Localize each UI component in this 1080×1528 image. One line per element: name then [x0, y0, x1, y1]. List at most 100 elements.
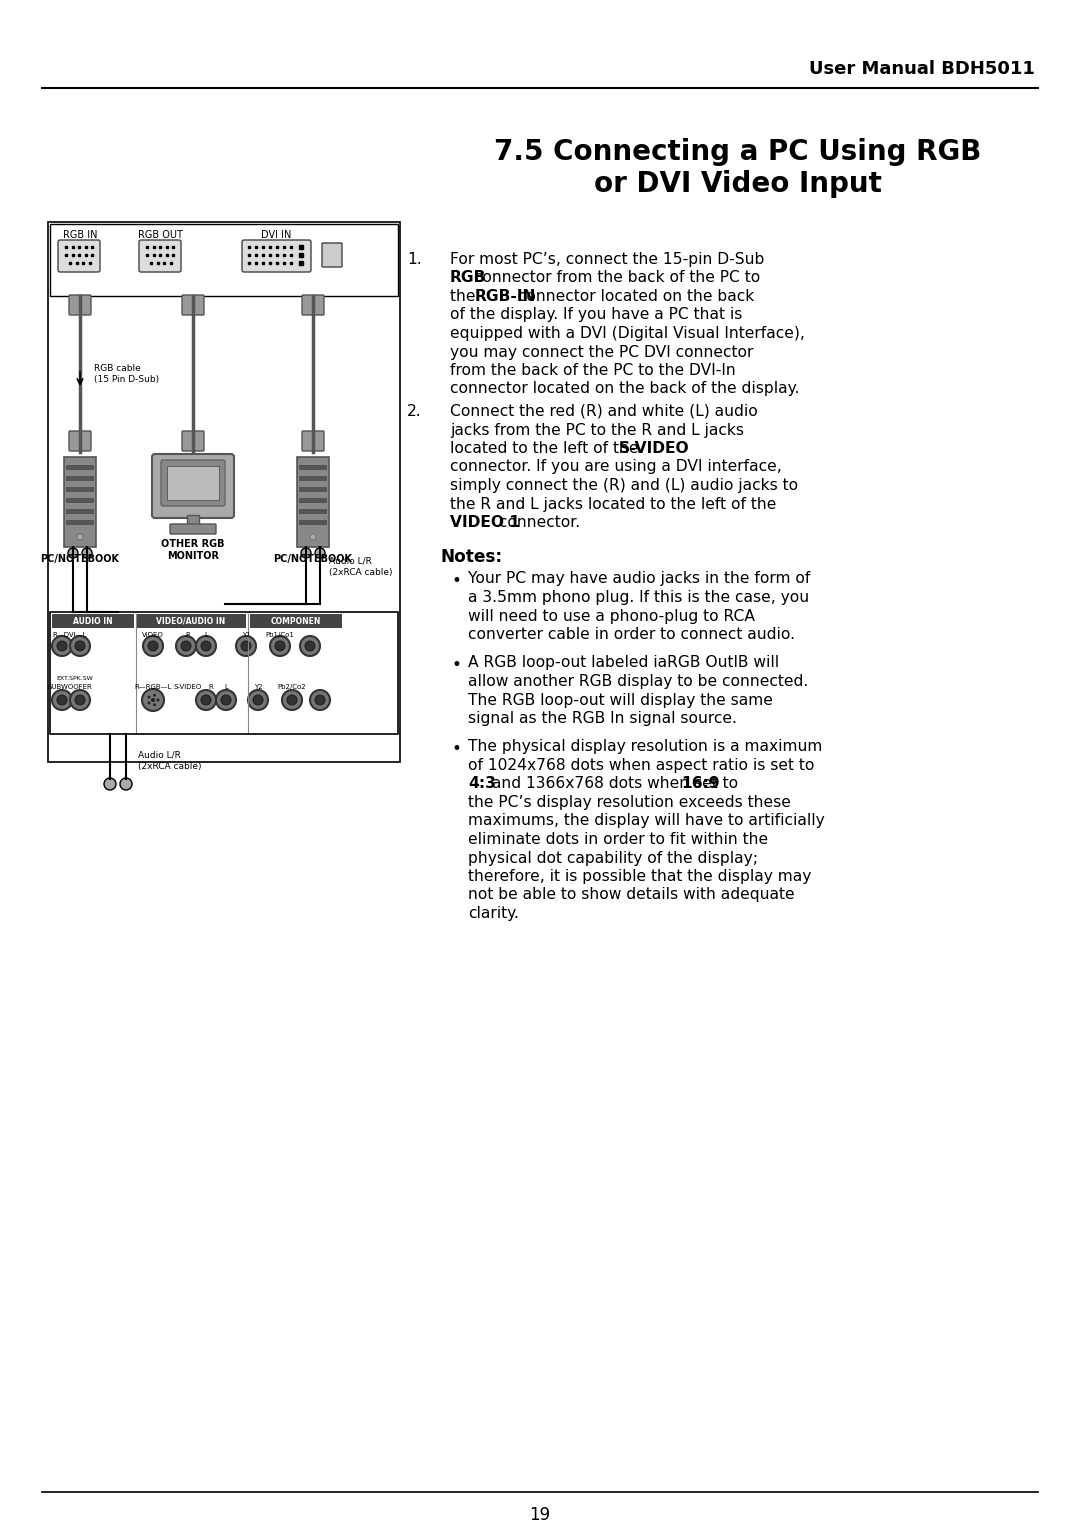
- Text: VIDEO: VIDEO: [143, 633, 164, 639]
- Bar: [299, 509, 327, 513]
- Bar: [66, 465, 94, 471]
- Text: RGB-IN: RGB-IN: [475, 289, 537, 304]
- Circle shape: [120, 778, 132, 790]
- FancyBboxPatch shape: [69, 295, 91, 315]
- Text: not be able to show details with adequate: not be able to show details with adequat…: [468, 888, 795, 903]
- FancyBboxPatch shape: [242, 240, 311, 272]
- Text: R—RGB—L: R—RGB—L: [134, 685, 172, 691]
- Text: 4:3: 4:3: [468, 776, 496, 792]
- Circle shape: [282, 691, 302, 711]
- Circle shape: [287, 695, 297, 704]
- Circle shape: [57, 695, 67, 704]
- Text: S-VIDEO: S-VIDEO: [619, 442, 690, 455]
- Text: Notes:: Notes:: [440, 547, 502, 565]
- FancyBboxPatch shape: [50, 225, 399, 296]
- Text: connector located on the back of the display.: connector located on the back of the dis…: [450, 382, 799, 396]
- Bar: [249, 614, 342, 628]
- Circle shape: [153, 694, 156, 697]
- Bar: [66, 498, 94, 503]
- Text: connector located on the back: connector located on the back: [513, 289, 754, 304]
- Bar: [66, 487, 94, 492]
- FancyBboxPatch shape: [152, 454, 234, 518]
- Text: The physical display resolution is a maximum: The physical display resolution is a max…: [468, 740, 822, 755]
- Circle shape: [82, 549, 92, 558]
- FancyBboxPatch shape: [161, 460, 225, 506]
- Bar: [52, 614, 134, 628]
- Circle shape: [241, 642, 251, 651]
- Bar: [299, 498, 327, 503]
- Text: Pb1/Co1: Pb1/Co1: [266, 633, 295, 639]
- Text: Audio L/R
(2xRCA cable): Audio L/R (2xRCA cable): [138, 750, 202, 772]
- Circle shape: [195, 636, 216, 656]
- Text: EXT.SPK.SW: EXT.SPK.SW: [56, 675, 93, 680]
- FancyBboxPatch shape: [183, 431, 204, 451]
- Text: •: •: [453, 571, 462, 590]
- Text: connector.: connector.: [494, 515, 580, 530]
- Text: VIDEO/AUDIO IN: VIDEO/AUDIO IN: [157, 616, 226, 625]
- Text: Connect the red (R) and white (L) audio: Connect the red (R) and white (L) audio: [450, 403, 758, 419]
- Text: A RGB loop-out labeled iaRGB OutlB will: A RGB loop-out labeled iaRGB OutlB will: [468, 656, 779, 671]
- Text: will need to use a phono-plug to RCA: will need to use a phono-plug to RCA: [468, 608, 755, 623]
- Circle shape: [75, 695, 85, 704]
- Text: RGB IN: RGB IN: [63, 231, 97, 240]
- Text: of 1024x768 dots when aspect ratio is set to: of 1024x768 dots when aspect ratio is se…: [468, 758, 814, 773]
- Circle shape: [151, 698, 156, 701]
- FancyBboxPatch shape: [58, 240, 100, 272]
- Circle shape: [141, 689, 164, 711]
- Circle shape: [315, 549, 325, 558]
- Text: or DVI Video Input: or DVI Video Input: [594, 170, 882, 199]
- Circle shape: [52, 691, 72, 711]
- Text: the PC’s display resolution exceeds these: the PC’s display resolution exceeds thes…: [468, 795, 791, 810]
- Text: 16:9: 16:9: [681, 776, 720, 792]
- FancyBboxPatch shape: [297, 457, 329, 547]
- Text: of the display. If you have a PC that is: of the display. If you have a PC that is: [450, 307, 742, 322]
- FancyBboxPatch shape: [50, 613, 399, 733]
- Circle shape: [104, 778, 116, 790]
- Text: 19: 19: [529, 1507, 551, 1523]
- Text: therefore, it is possible that the display may: therefore, it is possible that the displ…: [468, 869, 811, 885]
- Text: L: L: [204, 633, 208, 639]
- Text: located to the left of the: located to the left of the: [450, 442, 644, 455]
- Circle shape: [195, 691, 216, 711]
- Circle shape: [305, 642, 315, 651]
- Bar: [187, 515, 199, 526]
- Text: COMPONEN: COMPONEN: [271, 616, 321, 625]
- FancyBboxPatch shape: [302, 431, 324, 451]
- Text: Y1: Y1: [242, 633, 251, 639]
- Circle shape: [77, 533, 83, 539]
- Circle shape: [148, 701, 150, 704]
- Circle shape: [57, 642, 67, 651]
- Circle shape: [300, 636, 320, 656]
- Bar: [66, 477, 94, 481]
- Text: SUBWOOFER: SUBWOOFER: [48, 685, 93, 691]
- Circle shape: [148, 642, 158, 651]
- FancyBboxPatch shape: [322, 243, 342, 267]
- Text: converter cable in order to connect audio.: converter cable in order to connect audi…: [468, 626, 795, 642]
- Bar: [299, 465, 327, 471]
- Circle shape: [270, 636, 291, 656]
- Text: RGB: RGB: [450, 270, 486, 286]
- Text: allow another RGB display to be connected.: allow another RGB display to be connecte…: [468, 674, 808, 689]
- Bar: [299, 487, 327, 492]
- FancyBboxPatch shape: [170, 524, 216, 533]
- Bar: [136, 614, 246, 628]
- Circle shape: [176, 636, 195, 656]
- Circle shape: [201, 642, 211, 651]
- Circle shape: [181, 642, 191, 651]
- Text: clarity.: clarity.: [468, 906, 518, 921]
- Text: 2.: 2.: [407, 403, 422, 419]
- Text: maximums, the display will have to artificially: maximums, the display will have to artif…: [468, 813, 825, 828]
- Circle shape: [70, 691, 90, 711]
- Text: equipped with a DVI (Digital Visual Interface),: equipped with a DVI (Digital Visual Inte…: [450, 325, 805, 341]
- Text: connector from the back of the PC to: connector from the back of the PC to: [469, 270, 760, 286]
- Text: physical dot capability of the display;: physical dot capability of the display;: [468, 851, 758, 865]
- Bar: [66, 520, 94, 526]
- Text: Pb2/Co2: Pb2/Co2: [278, 685, 307, 691]
- Text: R: R: [186, 633, 190, 639]
- Text: R: R: [208, 685, 214, 691]
- Circle shape: [75, 642, 85, 651]
- Text: L: L: [224, 685, 228, 691]
- Text: •: •: [453, 740, 462, 758]
- Circle shape: [157, 698, 160, 701]
- Circle shape: [221, 695, 231, 704]
